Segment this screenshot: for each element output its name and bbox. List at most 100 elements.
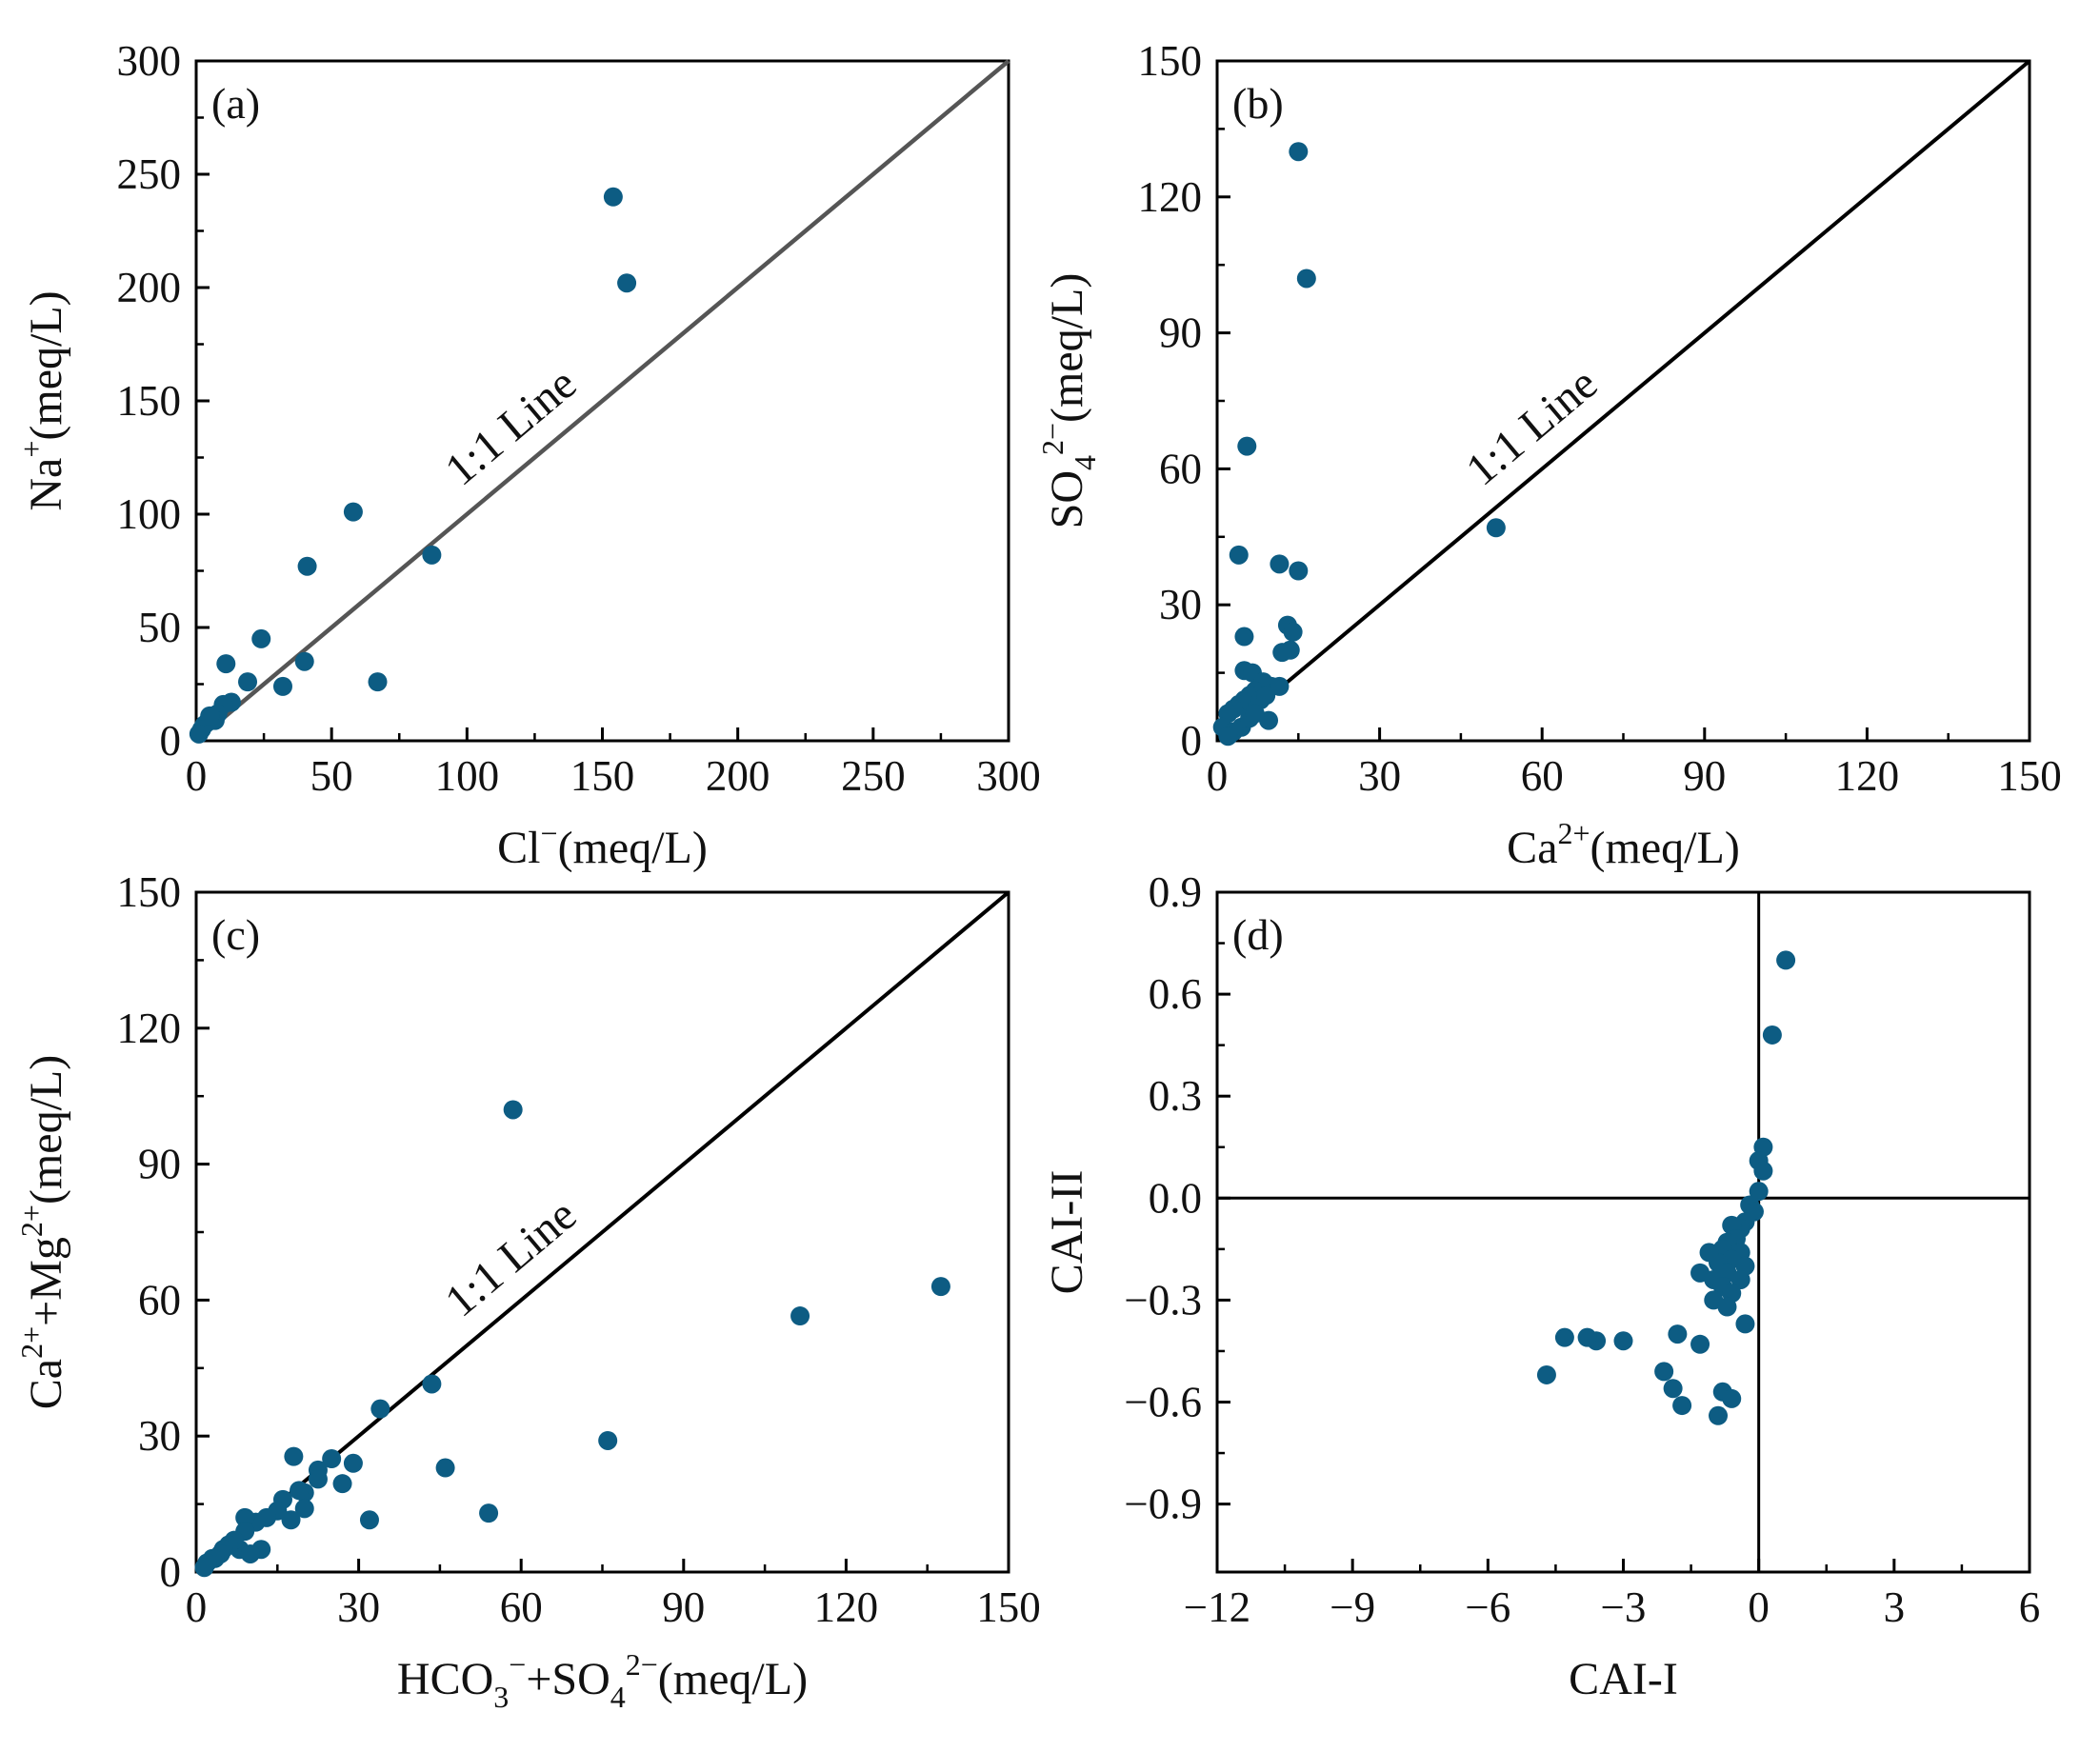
panel-d-data-point bbox=[1663, 1379, 1683, 1399]
panel-c-y-axis-title-part-1: +Mg bbox=[21, 1237, 71, 1326]
panel-b-y-tick-label: 150 bbox=[1138, 37, 1203, 85]
panel-a-x-tick-label: 300 bbox=[976, 752, 1041, 800]
panel-b-data-point bbox=[1272, 643, 1292, 663]
panel-c-x-tick-label: 90 bbox=[662, 1583, 705, 1631]
panel-d-x-axis-title-part-0: CAI-I bbox=[1569, 1654, 1678, 1704]
panel-c-y-tick-label: 30 bbox=[138, 1412, 181, 1460]
panel-c-data-point bbox=[235, 1507, 255, 1527]
panel-c-x-axis-title-sup-1: 2− bbox=[626, 1647, 658, 1682]
panel-b-x-axis-title-part-0: Ca bbox=[1507, 823, 1557, 873]
panel-a-y-tick-label: 100 bbox=[117, 490, 182, 538]
panel-c-data-point bbox=[370, 1399, 390, 1419]
panel-d-y-tick-label: 0.3 bbox=[1149, 1072, 1202, 1120]
panel-d-y-tick-label: −0.3 bbox=[1124, 1276, 1202, 1324]
panel-c-x-axis-title-sub-0: 3 bbox=[493, 1680, 509, 1714]
panel-b-x-axis-title-unit: (meq/L) bbox=[1590, 823, 1740, 873]
panel-a-x-tick-label: 100 bbox=[435, 752, 500, 800]
panel-b-x-tick-label: 150 bbox=[1997, 752, 2062, 800]
panel-c-x-tick-label: 60 bbox=[500, 1583, 543, 1631]
panel-c-data-point bbox=[322, 1449, 342, 1468]
panel-a-x-tick-label: 200 bbox=[706, 752, 770, 800]
panel-d-data-point bbox=[1722, 1388, 1742, 1408]
panel-c-data-point bbox=[503, 1100, 523, 1120]
panel-a-data-point bbox=[294, 651, 314, 671]
panel-a-data-point bbox=[297, 556, 317, 576]
panel-d-data-point bbox=[1730, 1269, 1750, 1289]
panel-b-y-tick-label: 60 bbox=[1159, 445, 1202, 492]
panel-b-data-point bbox=[1229, 545, 1249, 565]
panel-a-y-tick-label: 150 bbox=[117, 377, 182, 425]
panel-d-x-tick-label: −9 bbox=[1330, 1583, 1375, 1631]
panel-d-data-point bbox=[1776, 950, 1796, 970]
panel-c-x-axis-title: HCO3−+SO42−(meq/L) bbox=[397, 1647, 808, 1714]
panel-b-x-tick-label: 0 bbox=[1207, 752, 1229, 800]
panel-b-y-axis-title-sub-0: 4 bbox=[1068, 455, 1102, 470]
panel-d-y-axis-title-part-0: CAI-II bbox=[1042, 1170, 1092, 1295]
panel-d-data-point bbox=[1749, 1182, 1769, 1202]
panel-a-x-tick-label: 50 bbox=[310, 752, 353, 800]
panel-c-x-tick-label: 0 bbox=[186, 1583, 208, 1631]
panel-c-y-tick-label: 150 bbox=[117, 868, 182, 916]
panel-c-x-axis-title-part-0: HCO bbox=[397, 1654, 493, 1704]
panel-c-x-tick-label: 150 bbox=[976, 1583, 1041, 1631]
panel-a-data-point bbox=[238, 672, 258, 692]
panel-d-x-tick-label: 0 bbox=[1748, 1583, 1770, 1631]
panel-d-data-point bbox=[1735, 1314, 1755, 1334]
panel-a-data-point bbox=[189, 724, 209, 744]
panel-d-data-point bbox=[1753, 1161, 1773, 1181]
panel-d-data-point bbox=[1554, 1327, 1574, 1347]
panel-b-y-tick-label: 30 bbox=[1159, 581, 1202, 628]
panel-c-data-point bbox=[332, 1474, 352, 1494]
panel-b-x-axis-title-sup-0: 2+ bbox=[1558, 816, 1590, 850]
panel-b-y-tick-label: 0 bbox=[1181, 717, 1203, 765]
panel-d-data-point bbox=[1672, 1396, 1692, 1416]
panel-d-data-point bbox=[1654, 1362, 1674, 1382]
panel-b-data-point bbox=[1218, 727, 1238, 747]
panel-c-x-axis-title-sub-1: 4 bbox=[610, 1680, 626, 1714]
panel-d-y-tick-label: −0.6 bbox=[1124, 1379, 1202, 1426]
panel-a-data-point bbox=[422, 545, 442, 565]
panel-a-data-point bbox=[343, 502, 363, 522]
panel-b-label: (b) bbox=[1232, 79, 1284, 128]
panel-a-y-tick-label: 0 bbox=[160, 717, 182, 765]
panel-a-y-tick-label: 250 bbox=[117, 150, 182, 198]
panel-c-data-point bbox=[343, 1453, 363, 1473]
panel-d-x-tick-label: 6 bbox=[2019, 1583, 2041, 1631]
panel-b-data-point bbox=[1289, 561, 1309, 581]
panel-c-data-point bbox=[290, 1481, 310, 1501]
panel-c-y-axis-title-sup-1: 2+ bbox=[14, 1204, 49, 1237]
panel-c-data-point bbox=[294, 1499, 314, 1519]
panel-b-data-point bbox=[1283, 622, 1303, 642]
panel-a-x-axis-title-sup-0: − bbox=[541, 816, 558, 850]
panel-c-data-point bbox=[194, 1558, 214, 1578]
panel-a-label: (a) bbox=[211, 79, 260, 128]
panel-d-data-point bbox=[1536, 1364, 1556, 1384]
panel-a: 0 50 100 150 200 250 3000501001502002503001:1 … bbox=[14, 37, 1041, 873]
panel-b-x-tick-label: 120 bbox=[1835, 752, 1900, 800]
panel-a-x-tick-label: 250 bbox=[841, 752, 906, 800]
panel-b-x-tick-label: 60 bbox=[1521, 752, 1564, 800]
panel-c-data-point bbox=[422, 1374, 442, 1394]
panel-d-x-axis-title: CAI-I bbox=[1569, 1654, 1678, 1704]
panel-c-one-to-one-label: 1:1 Line bbox=[435, 1189, 586, 1326]
panel-d-y-tick-label: 0.9 bbox=[1149, 868, 1202, 916]
panel-c-x-axis-title-sup-0: − bbox=[509, 1647, 526, 1682]
panel-c-y-tick-label: 0 bbox=[160, 1548, 182, 1596]
panel-c-y-axis-title-unit: (meq/L) bbox=[21, 1055, 71, 1204]
panel-a-y-tick-label: 50 bbox=[138, 604, 181, 651]
panel-b-x-tick-label: 90 bbox=[1683, 752, 1726, 800]
panel-b-data-point bbox=[1296, 269, 1316, 289]
panel-b-data-point bbox=[1289, 142, 1309, 162]
panel-c-y-axis-title-sup-0: 2+ bbox=[14, 1326, 49, 1359]
panel-c-y-axis-title: Ca2++Mg2+(meq/L) bbox=[14, 1055, 71, 1409]
panel-c-data-point bbox=[281, 1510, 301, 1530]
panel-b-y-axis-title-unit: (meq/L) bbox=[1042, 273, 1092, 423]
panel-c-x-tick-label: 30 bbox=[337, 1583, 380, 1631]
panel-b-y-axis-title: SO42−(meq/L) bbox=[1035, 273, 1102, 529]
panel-c-data-point bbox=[930, 1277, 950, 1297]
panel-b-data-point bbox=[1256, 686, 1276, 706]
panel-a-x-axis-title: Cl−(meq/L) bbox=[497, 816, 708, 873]
panel-c-y-tick-label: 60 bbox=[138, 1276, 181, 1324]
